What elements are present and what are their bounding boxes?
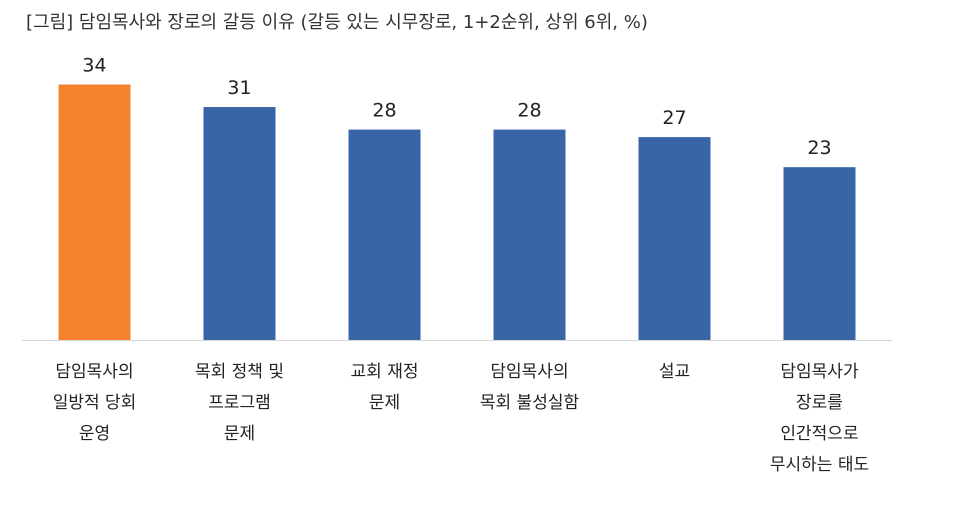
category-label-5: 설교 xyxy=(659,362,690,382)
bar-6 xyxy=(783,167,856,340)
chart-title: [그림] 담임목사와 장로의 갈등 이유 (갈등 있는 시무장로, 1+2순위,… xyxy=(26,12,648,33)
category-label-line: 담임목사의 xyxy=(55,362,133,382)
bar-3 xyxy=(348,129,421,340)
category-label-line: 무시하는 태도 xyxy=(770,455,869,475)
category-label-line: 담임목사의 xyxy=(490,362,568,382)
value-label-4: 28 xyxy=(517,100,541,122)
value-label-5: 27 xyxy=(662,107,686,129)
value-label-3: 28 xyxy=(372,100,396,122)
value-labels-layer: 34 31 28 28 27 23 xyxy=(82,55,831,160)
bar-4 xyxy=(493,129,566,340)
value-label-6: 23 xyxy=(807,137,831,159)
category-label-line: 장로를 xyxy=(796,393,843,413)
category-label-line: 설교 xyxy=(659,362,690,382)
category-label-line: 목회 정책 및 xyxy=(195,362,284,382)
category-label-line: 문제 xyxy=(369,393,400,413)
category-label-line: 목회 불성실함 xyxy=(480,393,580,413)
bar-1 xyxy=(58,84,131,340)
bars-layer xyxy=(58,84,856,340)
bar-2 xyxy=(203,107,276,340)
bar-5 xyxy=(638,137,711,340)
category-label-line: 운영 xyxy=(79,424,110,444)
category-label-line: 교회 재정 xyxy=(351,362,419,382)
category-label-line: 문제 xyxy=(224,424,255,444)
category-label-line: 프로그램 xyxy=(208,393,271,413)
value-label-1: 34 xyxy=(82,55,106,77)
category-label-line: 일방적 당회 xyxy=(53,393,137,413)
category-label-line: 담임목사가 xyxy=(780,362,859,382)
category-label-line: 인간적으로 xyxy=(780,424,858,444)
value-label-2: 31 xyxy=(227,77,251,99)
